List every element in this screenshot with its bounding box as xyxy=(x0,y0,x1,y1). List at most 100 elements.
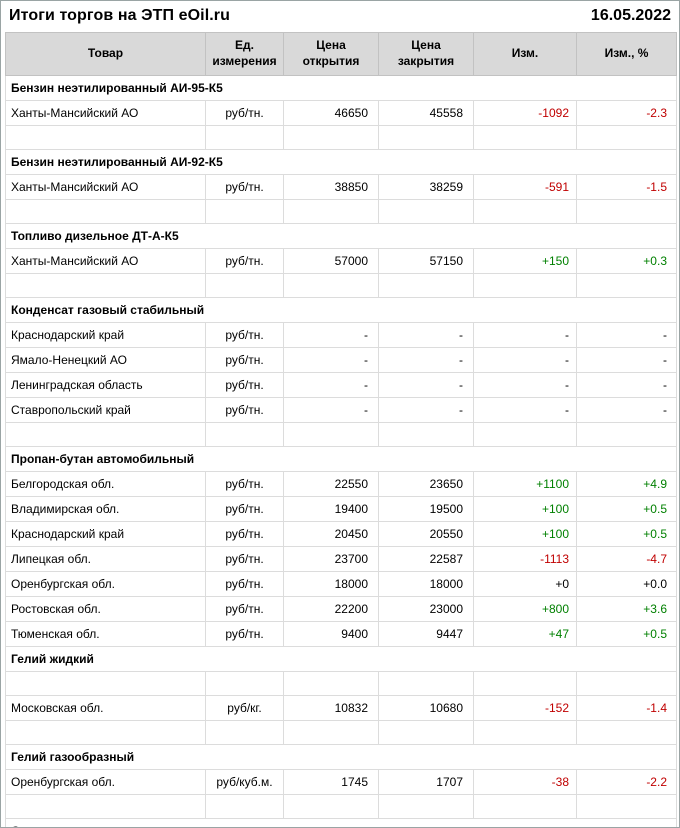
open-price-cell: 22200 xyxy=(283,596,379,622)
change-pct-cell: +0.5 xyxy=(576,621,677,647)
empty-cell xyxy=(5,720,206,745)
close-price-cell: 23650 xyxy=(378,471,474,497)
close-price-cell: - xyxy=(378,322,474,348)
unit-cell: руб/тн. xyxy=(205,571,284,597)
close-price-cell: - xyxy=(378,372,474,398)
empty-cell xyxy=(473,720,577,745)
product-cell: Белгородская обл. xyxy=(5,471,206,497)
change-pct-cell: -1.4 xyxy=(576,695,677,721)
change-cell: -152 xyxy=(473,695,577,721)
unit-cell: руб/тн. xyxy=(205,347,284,373)
table-row: Ленинградская область руб/тн. - - - - xyxy=(5,372,677,398)
open-price-cell: - xyxy=(283,372,379,398)
close-price-cell: - xyxy=(378,397,474,423)
empty-cell xyxy=(378,671,474,696)
product-cell: Краснодарский край xyxy=(5,521,206,547)
table-row: Оренбургская обл. руб/тн. 18000 18000 +0 +0.0 xyxy=(5,571,677,597)
results-table-body: Бензин неэтилированный АИ-95-К5 Ханты-Ман… xyxy=(5,75,677,827)
table-row: Тюменская обл. руб/тн. 9400 9447 +47 +0.5 xyxy=(5,621,677,647)
product-cell: Ханты-Мансийский АО xyxy=(5,174,206,200)
table-row: Краснодарский край руб/тн. 20450 20550 +100 +… xyxy=(5,521,677,547)
product-cell: Ленинградская область xyxy=(5,372,206,398)
section-row: Спреды xyxy=(5,818,677,827)
column-header-unit: Ед. измерения xyxy=(205,32,284,76)
empty-cell xyxy=(576,671,677,696)
change-pct-cell: -2.2 xyxy=(576,769,677,795)
change-cell: +1100 xyxy=(473,471,577,497)
empty-cell xyxy=(5,273,206,298)
empty-cell xyxy=(473,671,577,696)
unit-cell: руб/куб.м. xyxy=(205,769,284,795)
product-cell: Ростовская обл. xyxy=(5,596,206,622)
product-cell: Оренбургская обл. xyxy=(5,571,206,597)
change-cell: - xyxy=(473,347,577,373)
open-price-cell: 38850 xyxy=(283,174,379,200)
column-header-product: Товар xyxy=(5,32,206,76)
product-cell: Московская обл. xyxy=(5,695,206,721)
change-pct-cell: -2.3 xyxy=(576,100,677,126)
empty-cell xyxy=(283,720,379,745)
close-price-cell: 10680 xyxy=(378,695,474,721)
empty-cell xyxy=(283,422,379,447)
section-title: Конденсат газовый стабильный xyxy=(5,297,677,323)
open-price-cell: - xyxy=(283,347,379,373)
empty-cell xyxy=(205,273,284,298)
section-row: Конденсат газовый стабильный xyxy=(5,297,677,323)
table-row: Ханты-Мансийский АО руб/тн. 38850 38259 -591… xyxy=(5,174,677,200)
table-row: Владимирская обл. руб/тн. 19400 19500 +100 +0… xyxy=(5,496,677,522)
empty-cell xyxy=(283,125,379,150)
product-cell: Тюменская обл. xyxy=(5,621,206,647)
column-header-change: Изм. xyxy=(473,32,577,76)
change-cell: - xyxy=(473,372,577,398)
change-pct-cell: +4.9 xyxy=(576,471,677,497)
product-cell: Ставропольский край xyxy=(5,397,206,423)
change-pct-cell: +0.5 xyxy=(576,496,677,522)
section-title: Пропан-бутан автомобильный xyxy=(5,446,677,472)
unit-cell: руб/тн. xyxy=(205,521,284,547)
unit-cell: руб/кг. xyxy=(205,695,284,721)
section-row: Бензин неэтилированный АИ-95-К5 xyxy=(5,75,677,101)
unit-cell: руб/тн. xyxy=(205,100,284,126)
unit-cell: руб/тн. xyxy=(205,496,284,522)
unit-cell: руб/тн. xyxy=(205,248,284,274)
change-cell: - xyxy=(473,322,577,348)
table-row: Ростовская обл. руб/тн. 22200 23000 +800 +3.6 xyxy=(5,596,677,622)
unit-cell: руб/тн. xyxy=(205,546,284,572)
section-row: Гелий газообразный xyxy=(5,744,677,770)
change-pct-cell: +0.3 xyxy=(576,248,677,274)
empty-cell xyxy=(283,273,379,298)
empty-cell xyxy=(205,125,284,150)
empty-cell xyxy=(473,273,577,298)
close-price-cell: 18000 xyxy=(378,571,474,597)
change-pct-cell: +0.5 xyxy=(576,521,677,547)
unit-cell: руб/тн. xyxy=(205,621,284,647)
open-price-cell: 9400 xyxy=(283,621,379,647)
close-price-cell: 23000 xyxy=(378,596,474,622)
spacer-row xyxy=(5,125,677,150)
product-cell: Владимирская обл. xyxy=(5,496,206,522)
change-cell: +100 xyxy=(473,521,577,547)
change-pct-cell: -1.5 xyxy=(576,174,677,200)
change-pct-cell: +3.6 xyxy=(576,596,677,622)
column-header-close: Цена закрытия xyxy=(378,32,474,76)
empty-cell xyxy=(378,422,474,447)
change-cell: -1113 xyxy=(473,546,577,572)
empty-cell xyxy=(283,671,379,696)
change-pct-cell: +0.0 xyxy=(576,571,677,597)
change-cell: +47 xyxy=(473,621,577,647)
column-header-open: Цена открытия xyxy=(283,32,379,76)
section-title: Бензин неэтилированный АИ-92-К5 xyxy=(5,149,677,175)
section-title: Спреды xyxy=(5,818,677,827)
change-cell: -38 xyxy=(473,769,577,795)
open-price-cell: 22550 xyxy=(283,471,379,497)
empty-cell xyxy=(473,422,577,447)
unit-cell: руб/тн. xyxy=(205,471,284,497)
product-cell: Ханты-Мансийский АО xyxy=(5,248,206,274)
empty-cell xyxy=(473,794,577,819)
change-pct-cell: - xyxy=(576,347,677,373)
section-title: Гелий газообразный xyxy=(5,744,677,770)
unit-cell: руб/тн. xyxy=(205,596,284,622)
empty-cell xyxy=(5,125,206,150)
table-row: Липецкая обл. руб/тн. 23700 22587 -1113 -4.7 xyxy=(5,546,677,572)
close-price-cell: 45558 xyxy=(378,100,474,126)
